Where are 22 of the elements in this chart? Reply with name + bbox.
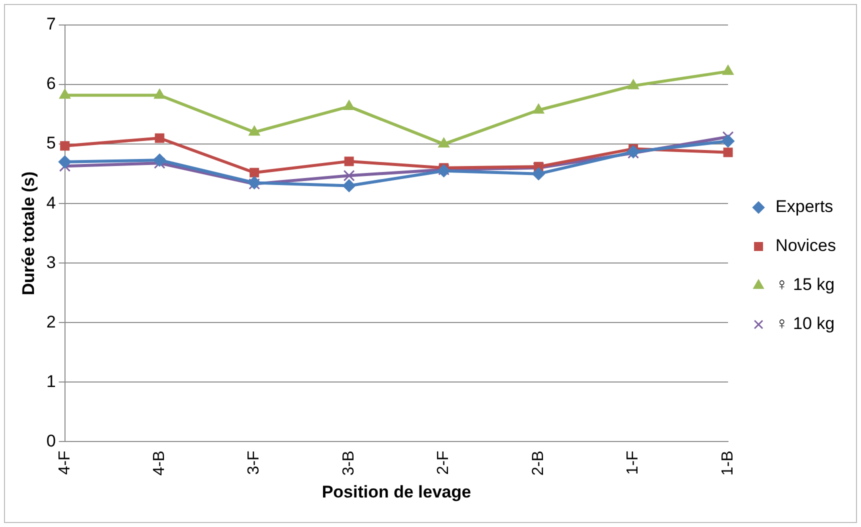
x-tick-label: 2-F [435, 450, 452, 475]
y-tick-label: 4 [46, 193, 56, 212]
x-tick-label: 4-F [56, 450, 74, 475]
y-tick-label: 0 [46, 431, 56, 450]
y-tick-label: 2 [46, 312, 56, 332]
x-tick-label: 1-B [719, 450, 736, 476]
x-tick-label: 4-B [151, 450, 168, 476]
legend-label: Experts [776, 197, 834, 216]
y-tick-label: 7 [46, 14, 56, 34]
y-tick-label: 1 [46, 372, 56, 391]
y-axis-title: Durée totale (s) [18, 171, 38, 296]
y-tick-label: 6 [46, 74, 56, 94]
x-axis-title: Position de levage [322, 482, 472, 502]
x-tick-label: 1-F [624, 450, 642, 475]
x-tick-label: 2-B [530, 450, 547, 476]
y-tick-label: 5 [46, 134, 56, 153]
legend-label: Novices [776, 236, 836, 256]
x-tick-label: 3-B [340, 450, 358, 476]
x-tick-label: 3-F [246, 450, 263, 475]
legend-label: ♀ 10 kg [776, 314, 835, 334]
legend-label: ♀ 15 kg [776, 275, 835, 294]
y-tick-label: 3 [46, 252, 56, 272]
